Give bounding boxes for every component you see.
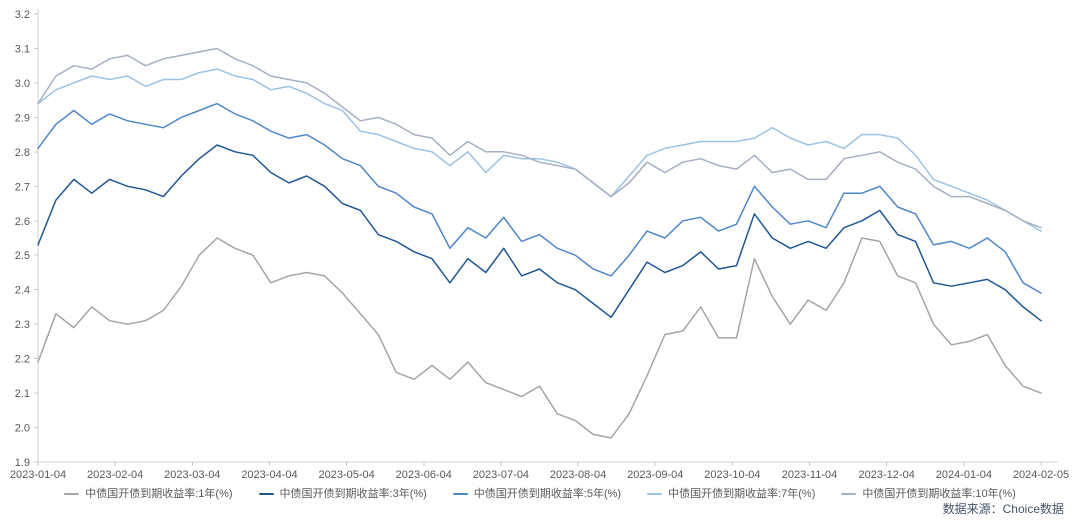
y-tick-label: 2.4 bbox=[15, 285, 30, 297]
legend-dash-icon bbox=[64, 493, 80, 495]
plot-area: 1.9 2.0 2.1 2.2 2.3 2.4 2.5 2.6 2.7 2.8 2.9 3.0 3.1 3… bbox=[10, 9, 1069, 481]
x-tick-label: 2023-03-04 bbox=[164, 469, 220, 481]
legend-dash-icon bbox=[258, 493, 274, 495]
legend-label: 中债国开债到期收益率:1年(%) bbox=[85, 488, 233, 500]
legend-dash-icon bbox=[647, 493, 663, 495]
series-line-1 bbox=[37, 144, 1042, 322]
x-tick-label: 2023-02-04 bbox=[87, 469, 143, 481]
x-tick-label: 2023-10-04 bbox=[704, 469, 760, 481]
series-line-3 bbox=[37, 68, 1042, 232]
x-tick-label: 2023-09-04 bbox=[627, 469, 683, 481]
y-tick-label: 2.8 bbox=[15, 147, 30, 159]
x-tick-label: 2023-08-04 bbox=[550, 469, 606, 481]
legend-item-4: 中债国开债到期收益率:10年(%) bbox=[841, 487, 1016, 501]
x-tick-label: 2024-01-04 bbox=[936, 469, 992, 481]
x-tick-label: 2023-12-04 bbox=[859, 469, 915, 481]
x-tick-label: 2023-01-04 bbox=[10, 469, 66, 481]
legend-dash-icon bbox=[841, 493, 857, 495]
y-tick-label: 3.2 bbox=[15, 9, 30, 21]
x-tick-label: 2023-07-04 bbox=[473, 469, 529, 481]
y-tick-label: 3.1 bbox=[15, 43, 30, 55]
x-tick-label: 2023-06-04 bbox=[396, 469, 452, 481]
y-tick-label: 3.0 bbox=[15, 78, 30, 90]
y-tick-label: 2.1 bbox=[15, 388, 30, 400]
y-tick-label: 2.7 bbox=[15, 181, 30, 193]
series-line-0 bbox=[37, 237, 1042, 439]
x-tick-label: 2023-04-04 bbox=[241, 469, 297, 481]
legend-label: 中债国开债到期收益率:7年(%) bbox=[668, 488, 816, 500]
y-tick-label: 2.6 bbox=[15, 216, 30, 228]
legend-item-3: 中债国开债到期收益率:7年(%) bbox=[647, 487, 815, 501]
legend-label: 中债国开债到期收益率:10年(%) bbox=[862, 488, 1016, 500]
legend-item-1: 中债国开债到期收益率:3年(%) bbox=[258, 487, 427, 501]
legend-label: 中债国开债到期收益率:3年(%) bbox=[279, 488, 427, 500]
legend-label: 中债国开债到期收益率:5年(%) bbox=[473, 488, 622, 500]
legend-item-0: 中债国开债到期收益率:1年(%) bbox=[64, 487, 233, 501]
x-axis: 2023-01-04 2023-02-04 2023-03-04 2023-04-04… bbox=[10, 462, 1069, 481]
axes bbox=[37, 9, 1058, 463]
x-tick-label: 2024-02-05 bbox=[1013, 469, 1069, 481]
data-source-label: 数据来源：Choice数据 bbox=[942, 502, 1064, 516]
legend-item-2: 中债国开债到期收益率:5年(%) bbox=[452, 487, 622, 501]
y-tick-label: 2.0 bbox=[15, 423, 30, 435]
x-tick-label: 2023-11-04 bbox=[782, 469, 837, 481]
y-tick-label: 2.9 bbox=[15, 112, 30, 124]
y-tick-label: 2.2 bbox=[15, 354, 30, 366]
y-tick-label: 2.3 bbox=[15, 319, 30, 331]
legend-dash-icon bbox=[452, 493, 468, 495]
y-axis: 1.9 2.0 2.1 2.2 2.3 2.4 2.5 2.6 2.7 2.8 2.9 3.0 3.1 3… bbox=[15, 9, 38, 469]
series-line-2 bbox=[37, 102, 1042, 294]
chart-legend: 中债国开债到期收益率:1年(%) 中债国开债到期收益率:3年(%) 中债国开债到期收… bbox=[0, 487, 1080, 501]
y-tick-label: 2.5 bbox=[15, 250, 30, 262]
x-tick-label: 2023-05-04 bbox=[318, 469, 374, 481]
y-tick-label: 1.9 bbox=[15, 457, 30, 469]
series-line-4 bbox=[37, 47, 1042, 229]
